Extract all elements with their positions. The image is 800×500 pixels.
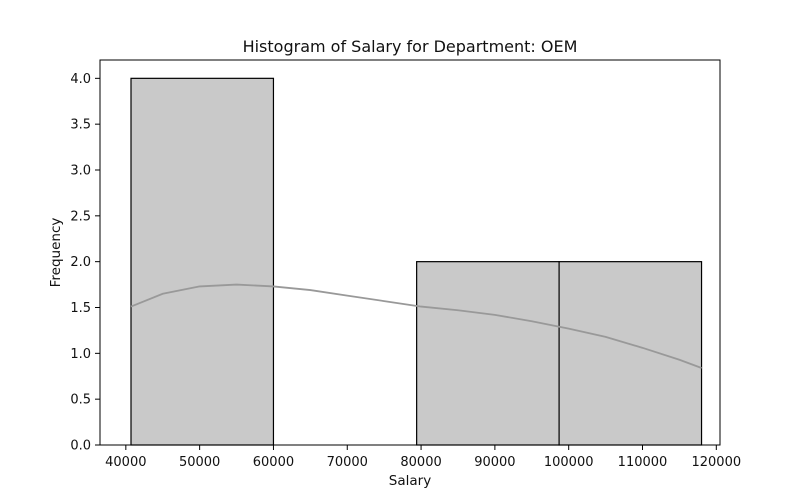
y-tick-label: 1.0 <box>70 347 91 362</box>
y-tick-label: 4.0 <box>70 72 91 87</box>
x-tick-label: 50000 <box>179 455 220 470</box>
x-tick-label: 110000 <box>618 455 668 470</box>
x-ticks-layer: 40000 50000 60000 70000 80000 90000 100000 1100… <box>105 445 741 470</box>
x-tick-label: 70000 <box>327 455 368 470</box>
histogram-bar-3 <box>558 261 703 446</box>
x-tick-label: 120000 <box>691 455 741 470</box>
bars-layer <box>130 77 703 446</box>
y-tick-label: 1.5 <box>70 301 91 316</box>
x-tick-label: 100000 <box>544 455 594 470</box>
kde-line <box>130 283 702 369</box>
y-tick-label: 2.5 <box>70 209 91 224</box>
x-axis-title: Salary <box>389 473 431 489</box>
y-tick-label: 3.0 <box>70 164 91 179</box>
y-tick-label: 3.5 <box>70 118 91 133</box>
axes-frame <box>99 59 721 446</box>
histogram-bar-0 <box>130 77 275 446</box>
x-tick-label: 90000 <box>474 455 515 470</box>
y-tick-label: 0.0 <box>70 439 91 454</box>
histogram-bar-2 <box>416 261 560 446</box>
x-tick-label: 80000 <box>400 455 441 470</box>
y-axis-title: Frequency <box>48 218 64 288</box>
y-ticks-layer: 0.0 0.5 1.0 1.5 2.0 2.5 3.0 3.5 4.0 <box>70 72 100 454</box>
x-tick-label: 60000 <box>253 455 294 470</box>
x-tick-label: 40000 <box>105 455 146 470</box>
y-tick-label: 0.5 <box>70 393 91 408</box>
chart-title: Histogram of Salary for Department: OEM <box>243 37 578 56</box>
y-tick-label: 2.0 <box>70 255 91 270</box>
